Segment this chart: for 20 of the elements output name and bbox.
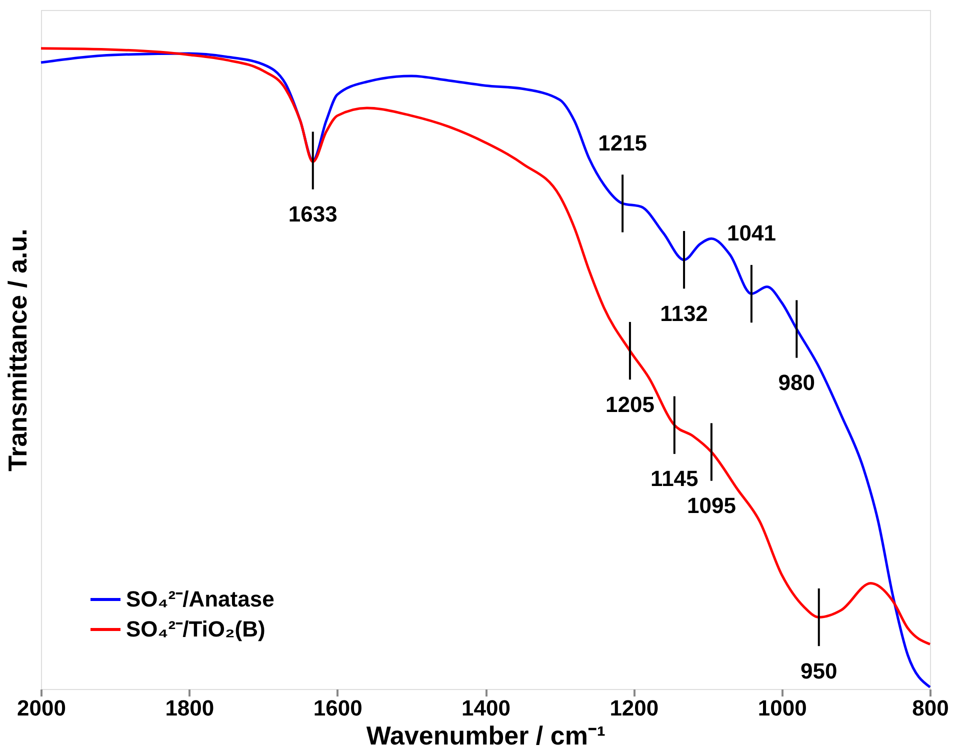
annotation: 1041 (726, 220, 776, 246)
x-tick-label: 1600 (313, 696, 362, 720)
annotation: 1633 (288, 202, 338, 227)
x-tick-label: 800 (912, 696, 949, 720)
annotation: 1132 (660, 300, 708, 326)
x-tick-label: 1800 (165, 696, 214, 720)
annotation: 980 (778, 370, 816, 396)
x-tick-label: 1400 (462, 696, 510, 720)
x-tick-label: 1200 (610, 696, 659, 720)
annotation: 1145 (650, 466, 698, 492)
x-tick-label: 1000 (758, 696, 807, 720)
x-axis-title: Wavenumber / cm⁻¹ (366, 720, 606, 750)
legend-label: SO₄²⁻/TiO₂(B) (126, 616, 266, 642)
legend-label: SO₄²⁻/Anatase (126, 586, 274, 612)
x-tick-label: 2000 (17, 696, 66, 720)
annotation: 950 (800, 658, 838, 684)
y-axis-title: Transmittance / a.u. (2, 228, 32, 472)
annotation: 1205 (605, 392, 654, 417)
annotation: 1215 (598, 130, 648, 156)
annotation: 1095 (686, 493, 736, 518)
